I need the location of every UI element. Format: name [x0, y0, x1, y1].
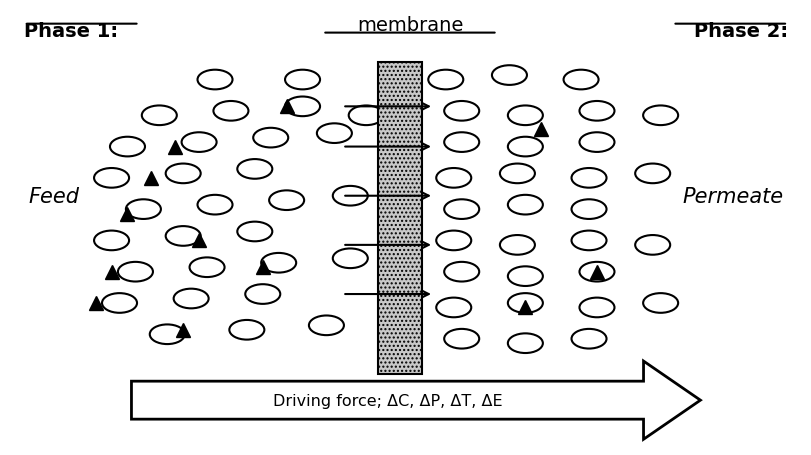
Polygon shape [131, 361, 700, 440]
Text: Phase 1:: Phase 1: [24, 22, 118, 41]
Text: Permeate: Permeate [682, 186, 783, 206]
Text: Feed: Feed [28, 186, 79, 206]
Text: Driving force; ΔC, ΔP, ΔT, ΔE: Driving force; ΔC, ΔP, ΔT, ΔE [272, 393, 502, 408]
Text: membrane: membrane [356, 16, 462, 35]
Bar [378, 62, 422, 374]
Text: Phase 2:: Phase 2: [693, 22, 787, 41]
